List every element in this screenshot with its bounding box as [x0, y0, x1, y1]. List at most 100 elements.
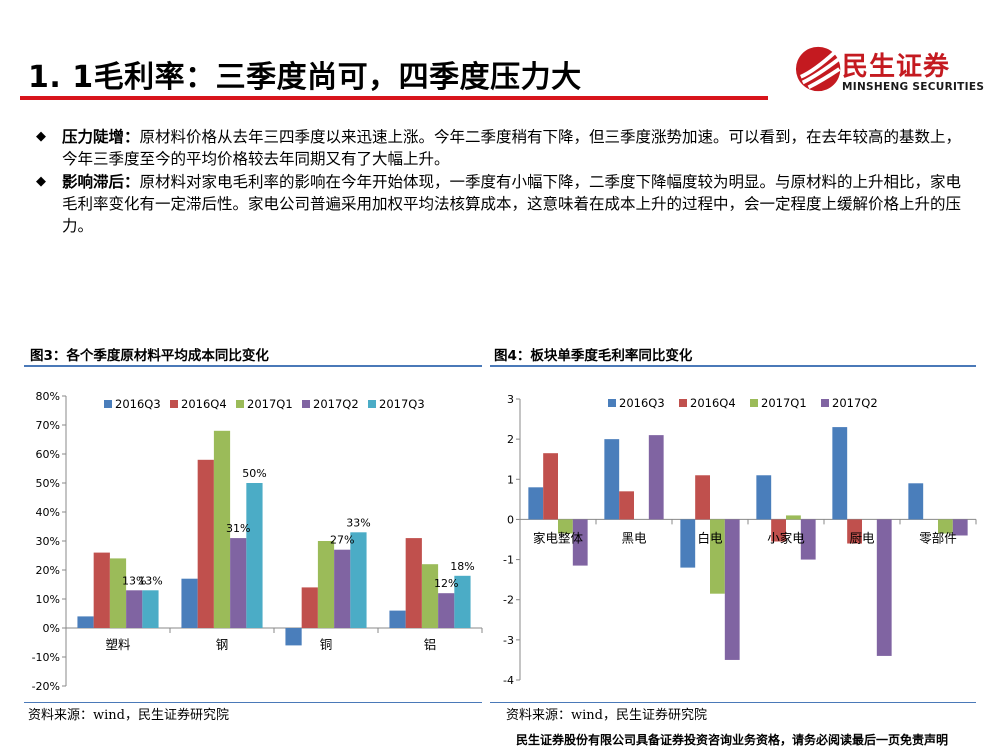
- bar-2016Q4-厨电: [847, 519, 862, 544]
- bar-2017Q1-零部件: [938, 519, 953, 534]
- bar-2016Q3-厨电: [832, 427, 848, 520]
- y-tick-label: 30%: [36, 535, 60, 548]
- bullet-item: ◆ 影响滞后：原材料对家电毛利率的影响在今年开始体现，一季度有小幅下降，二季度下…: [36, 171, 966, 237]
- legend-label: 2017Q2: [313, 397, 359, 411]
- data-label: 13%: [138, 574, 162, 587]
- y-tick-label: 0: [507, 513, 514, 526]
- bar-2017Q2-零部件: [952, 519, 968, 536]
- legend-label: 2016Q3: [115, 397, 161, 411]
- bar-2016Q4-家电整体: [543, 453, 558, 520]
- legend-label: 2017Q1: [761, 396, 807, 410]
- y-tick-label: -10%: [32, 651, 60, 664]
- bar-2017Q1-小家电: [786, 515, 801, 520]
- bar-2017Q1-钢: [213, 430, 231, 628]
- legend-swatch: [821, 399, 829, 407]
- bar-2016Q4-铜: [301, 587, 318, 628]
- bar-2017Q2-白电: [724, 519, 740, 660]
- figure-3-title: 图3：各个季度原材料平均成本同比变化: [30, 348, 269, 364]
- y-tick-label: 70%: [36, 419, 60, 432]
- minsheng-logo-icon: [795, 46, 841, 92]
- diamond-bullet-icon: ◆: [36, 174, 46, 189]
- bar-2016Q3-家电整体: [528, 487, 544, 520]
- y-tick-label: -20%: [32, 680, 60, 693]
- legend-label: 2016Q4: [690, 396, 736, 410]
- legend-label: 2017Q1: [247, 397, 293, 411]
- data-label: 18%: [450, 560, 474, 573]
- legend-label: 2016Q3: [619, 396, 665, 410]
- title-underline: [20, 96, 768, 100]
- y-tick-label: 40%: [36, 506, 60, 519]
- bullet-text: 原材料对家电毛利率的影响在今年开始体现，一季度有小幅下降，二季度下降幅度较为明显…: [62, 173, 962, 235]
- data-label: 13%: [122, 574, 146, 587]
- category-label: 白电: [697, 530, 723, 545]
- y-tick-label: -1: [503, 554, 514, 567]
- bar-2017Q1-铜: [317, 541, 335, 628]
- figure-4-rule: [490, 365, 976, 367]
- disclaimer-footer: 民生证券股份有限公司具备证券投资咨询业务资格，请务必阅读最后一页免责声明: [515, 733, 948, 747]
- category-label: 厨电: [849, 530, 875, 545]
- margin-change-chart: -4 -3 -2 -1 0 1 2 3 家电整体 黑电 白电 小家电 厨电 零部件 2016Q3 2016Q4…: [503, 393, 977, 687]
- bar-2016Q4-小家电: [771, 519, 786, 542]
- bar-2017Q2-厨电: [876, 519, 892, 656]
- legend-label: 2017Q2: [832, 396, 878, 410]
- bar-2017Q3-铜: [350, 532, 367, 628]
- category-label: 铝: [424, 637, 437, 652]
- figure-4-source: 资料来源：wind，民生证券研究院: [506, 708, 707, 723]
- bar-2017Q2-铝: [438, 593, 455, 628]
- bar-2016Q3-铝: [389, 610, 406, 628]
- bullet-item: ◆ 压力陡增：原材料价格从去年三四季度以来迅速上涨。今年二季度稍有下降，但三季度…: [36, 126, 966, 170]
- bar-2016Q3-钢: [181, 578, 198, 628]
- y-tick-label: -4: [503, 674, 514, 687]
- bar-2016Q3-零部件: [908, 483, 924, 520]
- bar-2016Q4-铝: [405, 538, 422, 628]
- bar-2017Q2-钢: [230, 538, 247, 628]
- bullet-heading: 影响滞后：: [62, 172, 140, 191]
- bar-2016Q3-塑料: [77, 616, 94, 628]
- y-tick-label: 0%: [43, 622, 60, 635]
- category-label: 铜: [320, 637, 333, 652]
- figure-3-rule: [24, 365, 482, 367]
- figure-4-title: 图4：板块单季度毛利率同比变化: [494, 348, 693, 364]
- category-label: 家电整体: [533, 530, 584, 545]
- y-tick-label: 3: [507, 393, 514, 406]
- figure-3-source: 资料来源：wind，民生证券研究院: [28, 708, 229, 723]
- legend-swatch: [170, 400, 178, 408]
- legend-swatch: [750, 399, 758, 407]
- legend-swatch: [608, 399, 616, 407]
- bar-2016Q3-铜: [285, 628, 302, 646]
- bar-2017Q2-小家电: [800, 519, 816, 560]
- data-label: 50%: [242, 467, 266, 480]
- y-tick-label: 20%: [36, 564, 60, 577]
- bar-2017Q2-铜: [334, 549, 351, 628]
- bar-2017Q1-白电: [710, 519, 725, 594]
- bar-2016Q3-白电: [680, 519, 696, 568]
- figure-4-source-rule: [490, 702, 976, 703]
- y-tick-label: -3: [503, 634, 514, 647]
- legend-swatch: [104, 400, 112, 408]
- bullet-text: 原材料价格从去年三四季度以来迅速上涨。今年二季度稍有下降，但三季度涨势加速。可以…: [62, 128, 962, 168]
- legend-label: 2016Q4: [181, 397, 227, 411]
- material-cost-chart: -20% -10% 0% 10% 20% 30% 40% 50% 60% 70% 80% 塑料 钢 铜 铝 1…: [32, 390, 483, 693]
- bar-2017Q1-铝: [421, 564, 439, 628]
- logo-name: 民生证券: [842, 52, 951, 82]
- y-tick-label: 50%: [36, 477, 60, 490]
- bar-2016Q4-钢: [197, 459, 214, 628]
- category-label: 零部件: [919, 530, 957, 545]
- y-tick-label: 1: [507, 473, 514, 486]
- y-tick-label: 2: [507, 433, 514, 446]
- bar-2017Q3-铝: [454, 575, 471, 628]
- logo-subtitle: MINSHENG SECURITIES: [842, 81, 985, 93]
- figure-3-source-rule: [24, 702, 482, 703]
- category-label: 黑电: [621, 530, 647, 545]
- category-label: 小家电: [767, 530, 805, 545]
- bar-2017Q1-家电整体: [558, 519, 573, 534]
- bar-2017Q1-塑料: [109, 558, 127, 628]
- bullet-list: ◆ 压力陡增：原材料价格从去年三四季度以来迅速上涨。今年二季度稍有下降，但三季度…: [36, 126, 966, 238]
- bar-2016Q3-小家电: [756, 475, 772, 520]
- bar-2017Q2-家电整体: [572, 519, 588, 566]
- data-label: 12%: [434, 577, 458, 590]
- bullet-heading: 压力陡增：: [62, 127, 140, 146]
- legend-swatch: [302, 400, 310, 408]
- legend-swatch: [368, 400, 376, 408]
- y-tick-label: 10%: [36, 593, 60, 606]
